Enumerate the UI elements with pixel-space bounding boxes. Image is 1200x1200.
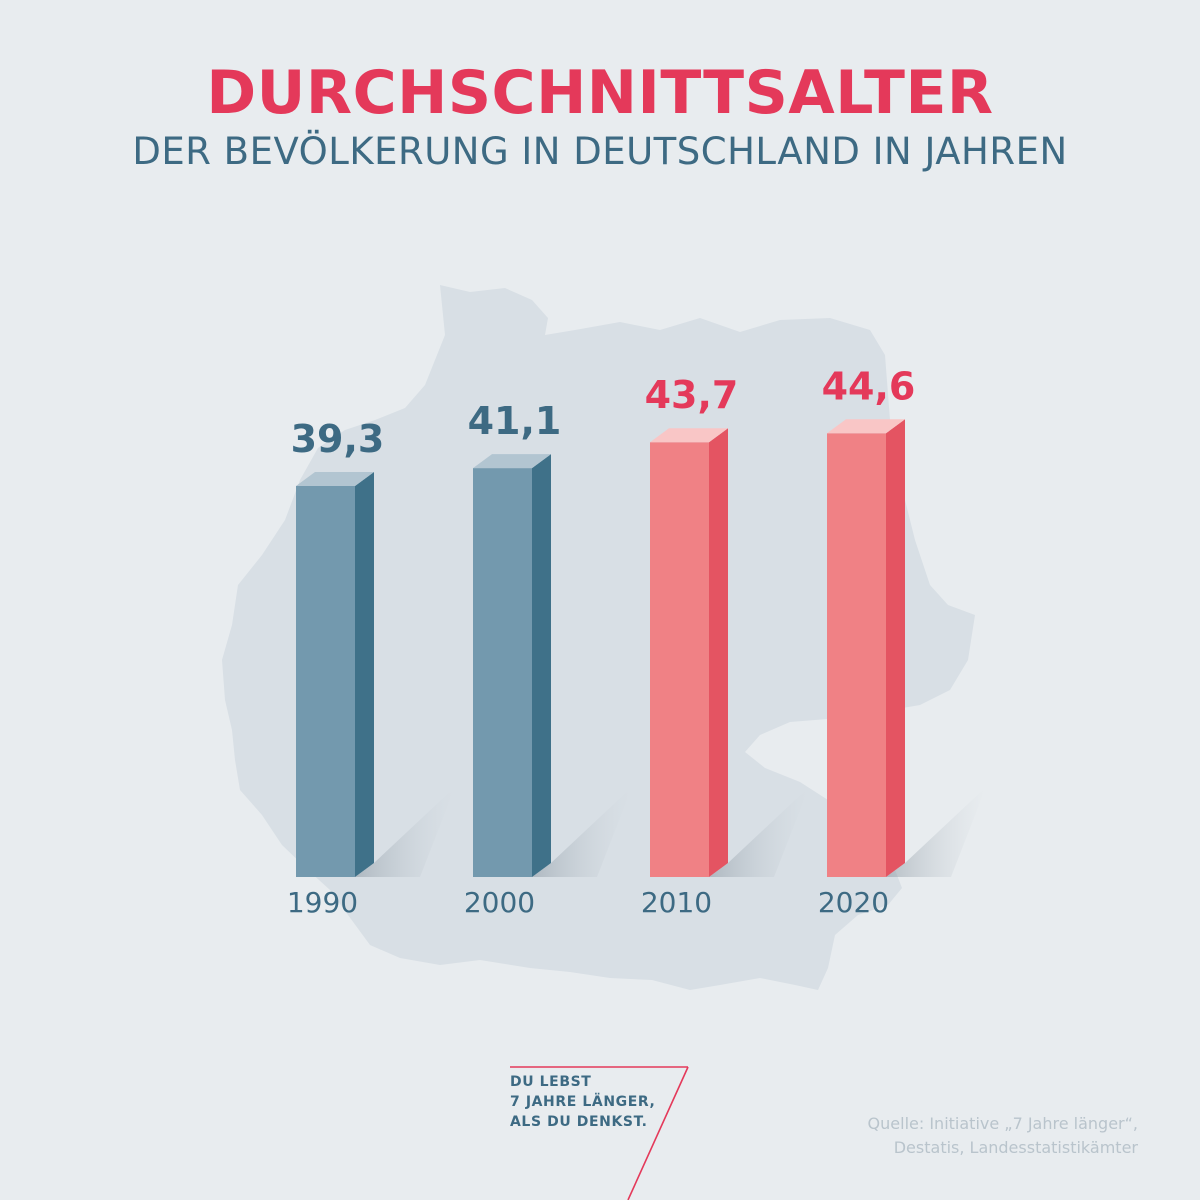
logo-line-2: 7 JAHRE LÄNGER, xyxy=(510,1094,656,1110)
bar-top xyxy=(650,428,728,443)
bar-2010: 43,7 2010 xyxy=(641,373,809,919)
category-label: 2000 xyxy=(464,886,535,919)
chart-title: DURCHSCHNITTSALTER xyxy=(206,58,994,128)
bar-front xyxy=(473,468,532,877)
value-label: 44,6 xyxy=(822,364,916,408)
source-line-2: Destatis, Landesstatistikämter xyxy=(893,1138,1138,1157)
category-label: 2010 xyxy=(641,886,712,919)
category-label: 1990 xyxy=(287,886,358,919)
bar-front xyxy=(296,486,355,877)
value-label: 39,3 xyxy=(291,417,385,461)
bar-1990: 39,3 1990 xyxy=(287,417,455,919)
bar-top xyxy=(827,419,905,434)
bar-2020: 44,6 2020 xyxy=(818,364,986,919)
bar-2000: 41,1 2000 xyxy=(464,399,632,919)
bar-shadow xyxy=(709,787,809,877)
chart-subtitle: DER BEVÖLKERUNG IN DEUTSCHLAND IN JAHREN xyxy=(132,130,1068,173)
value-label: 43,7 xyxy=(645,373,739,417)
bar-side xyxy=(355,472,374,877)
bar-side xyxy=(709,428,728,877)
logo-line-1: DU LEBST xyxy=(510,1074,592,1090)
source-note: Quelle: Initiative „7 Jahre länger“, Des… xyxy=(800,1112,1138,1160)
bar-side xyxy=(532,454,551,877)
bar-side xyxy=(886,419,905,877)
bar-shadow xyxy=(886,787,986,877)
bar-shadow xyxy=(532,787,632,877)
bar-top xyxy=(473,454,551,469)
bar-top xyxy=(296,472,374,486)
category-label: 2020 xyxy=(818,886,889,919)
bar-front xyxy=(827,433,886,877)
source-line-1: Quelle: Initiative „7 Jahre länger“, xyxy=(867,1114,1138,1133)
logo-line-3: ALS DU DENKST. xyxy=(510,1114,648,1130)
brand-logo-text: DU LEBST 7 JAHRE LÄNGER, ALS DU DENKST. xyxy=(510,1072,655,1132)
bars-group: 39,3 1990 41,1 2000 43,7 2010 44,6 2020 xyxy=(287,364,986,919)
value-label: 41,1 xyxy=(468,399,562,443)
bar-shadow xyxy=(355,787,455,877)
brand-logo xyxy=(510,1066,689,1200)
bar-front xyxy=(650,442,709,877)
